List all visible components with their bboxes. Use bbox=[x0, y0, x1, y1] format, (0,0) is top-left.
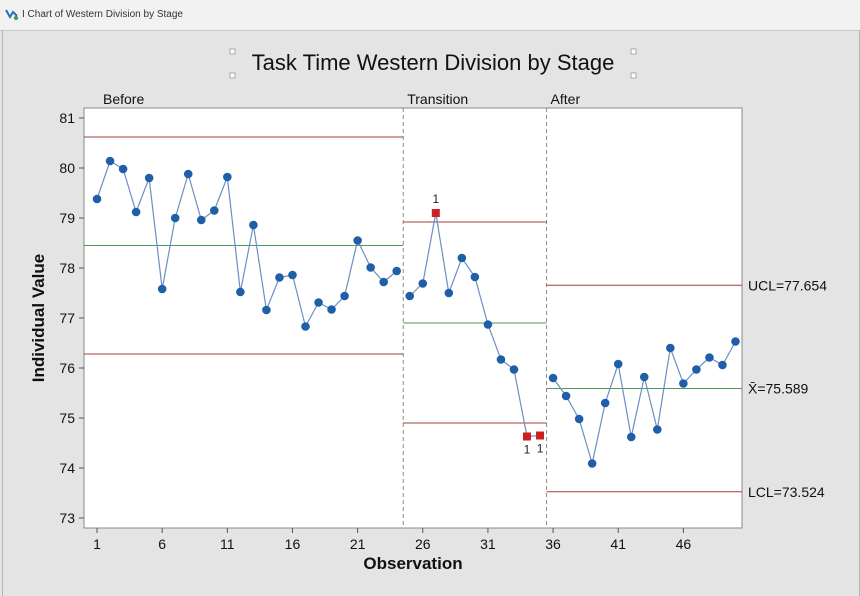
data-point[interactable] bbox=[327, 305, 336, 314]
y-tick-label: 78 bbox=[59, 260, 75, 276]
data-point[interactable] bbox=[731, 337, 740, 346]
x-tick-label: 16 bbox=[285, 536, 301, 552]
flagged-point[interactable] bbox=[523, 432, 532, 441]
data-point[interactable] bbox=[144, 173, 154, 183]
data-point[interactable] bbox=[301, 322, 310, 331]
center-label: X̄=75.589 bbox=[748, 381, 809, 397]
data-point[interactable] bbox=[209, 206, 219, 215]
x-axis-title: Observation bbox=[363, 554, 462, 573]
window-title: I Chart of Western Division by Stage bbox=[22, 9, 183, 20]
data-point[interactable] bbox=[600, 398, 610, 408]
data-point[interactable] bbox=[340, 291, 349, 301]
x-tick-label: 1 bbox=[93, 536, 101, 552]
data-point[interactable] bbox=[705, 353, 714, 362]
y-tick-label: 76 bbox=[59, 360, 75, 376]
stage-label: After bbox=[551, 91, 581, 107]
data-point[interactable] bbox=[509, 365, 519, 374]
x-tick-label: 6 bbox=[158, 536, 166, 552]
x-tick-label: 46 bbox=[676, 536, 692, 552]
data-point[interactable] bbox=[457, 253, 467, 263]
data-point[interactable] bbox=[470, 272, 480, 282]
data-point[interactable] bbox=[483, 320, 493, 329]
data-point[interactable] bbox=[379, 277, 388, 287]
data-point[interactable] bbox=[223, 172, 232, 182]
data-point[interactable] bbox=[405, 291, 415, 301]
data-point[interactable] bbox=[157, 284, 167, 294]
data-point[interactable] bbox=[548, 373, 558, 383]
x-tick-label: 11 bbox=[220, 536, 235, 552]
data-point[interactable] bbox=[626, 432, 636, 442]
data-point[interactable] bbox=[131, 207, 141, 217]
data-point[interactable] bbox=[105, 156, 115, 166]
chart-app-icon bbox=[5, 7, 19, 26]
data-point[interactable] bbox=[366, 263, 375, 272]
data-point[interactable] bbox=[262, 305, 271, 315]
y-tick-label: 81 bbox=[59, 110, 75, 126]
series-line-before bbox=[96, 160, 398, 329]
y-tick-label: 80 bbox=[59, 160, 75, 176]
y-axis-title: Individual Value bbox=[29, 254, 48, 382]
flag-label: 1 bbox=[524, 443, 531, 457]
data-point[interactable] bbox=[392, 266, 402, 276]
data-point[interactable] bbox=[613, 359, 623, 369]
x-tick-label: 31 bbox=[480, 536, 496, 552]
y-tick-label: 75 bbox=[59, 410, 75, 426]
data-point[interactable] bbox=[639, 372, 649, 382]
data-point[interactable] bbox=[353, 236, 362, 245]
data-point[interactable] bbox=[666, 343, 675, 353]
data-point[interactable] bbox=[288, 270, 297, 280]
y-tick-label: 73 bbox=[59, 510, 75, 526]
data-point[interactable] bbox=[183, 169, 193, 179]
flagged-point[interactable] bbox=[431, 209, 440, 217]
lcl-label: LCL=73.524 bbox=[748, 484, 825, 500]
data-point[interactable] bbox=[118, 164, 128, 174]
data-point[interactable] bbox=[249, 220, 258, 230]
stage-label: Transition bbox=[407, 91, 468, 107]
data-point[interactable] bbox=[496, 355, 506, 364]
data-point[interactable] bbox=[444, 288, 454, 298]
x-tick-label: 36 bbox=[545, 536, 561, 552]
plot-area[interactable] bbox=[83, 107, 743, 529]
data-point[interactable] bbox=[718, 360, 727, 370]
data-point[interactable] bbox=[692, 365, 701, 374]
data-point[interactable] bbox=[679, 379, 688, 388]
stage-label: Before bbox=[103, 91, 144, 107]
x-tick-label: 21 bbox=[350, 536, 366, 552]
y-tick-label: 79 bbox=[59, 210, 75, 226]
x-tick-label: 26 bbox=[415, 536, 431, 552]
data-point[interactable] bbox=[196, 215, 206, 225]
data-point[interactable] bbox=[574, 414, 584, 424]
title-handles[interactable] bbox=[229, 48, 637, 79]
data-point[interactable] bbox=[653, 425, 662, 434]
data-point[interactable] bbox=[170, 213, 180, 223]
flag-label: 1 bbox=[537, 442, 544, 456]
data-point[interactable] bbox=[561, 391, 571, 401]
data-point[interactable] bbox=[92, 194, 102, 204]
flag-label: 1 bbox=[432, 192, 439, 206]
y-tick-label: 74 bbox=[59, 460, 75, 476]
data-point[interactable] bbox=[587, 459, 597, 468]
x-tick-label: 41 bbox=[610, 536, 626, 552]
data-point[interactable] bbox=[275, 273, 284, 282]
window-titlebar: I Chart of Western Division by Stage bbox=[0, 0, 860, 31]
chart-title[interactable]: Task Time Western Division by Stage bbox=[252, 50, 615, 75]
data-point[interactable] bbox=[236, 287, 245, 297]
ucl-label: UCL=77.654 bbox=[748, 277, 827, 293]
flagged-point[interactable] bbox=[536, 431, 545, 440]
data-point[interactable] bbox=[418, 279, 428, 288]
y-tick-label: 77 bbox=[59, 310, 75, 326]
data-point[interactable] bbox=[314, 298, 323, 307]
